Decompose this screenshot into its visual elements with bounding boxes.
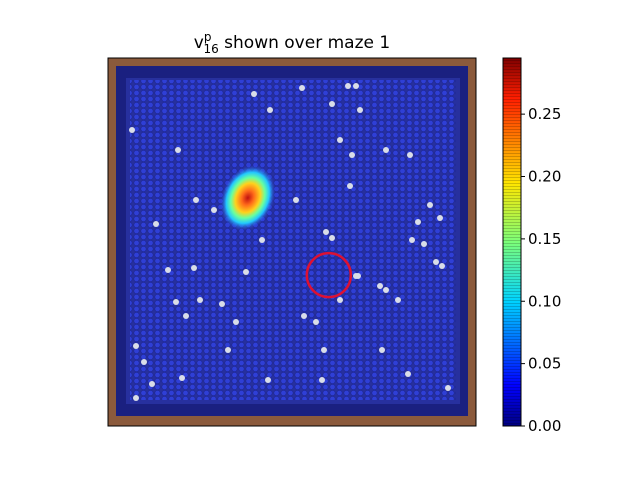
obstacle-cell bbox=[233, 319, 239, 325]
plot-frame bbox=[107, 57, 477, 427]
obstacle-cell bbox=[219, 301, 225, 307]
obstacle-cell bbox=[345, 83, 351, 89]
colorbar-tick-label: 0.10 bbox=[528, 292, 561, 310]
obstacle-cell bbox=[313, 319, 319, 325]
obstacle-cell bbox=[407, 152, 413, 158]
obstacle-cell bbox=[445, 385, 451, 391]
hex-grid bbox=[130, 80, 456, 400]
obstacle-cell bbox=[321, 347, 327, 353]
colorbar-tick-label: 0.00 bbox=[528, 417, 561, 435]
obstacle-cell bbox=[329, 235, 335, 241]
obstacle-cell bbox=[383, 287, 389, 293]
colorbar-ticks: 0.00 0.05 0.10 0.15 0.20 0.25 bbox=[521, 105, 561, 435]
obstacle-cell bbox=[149, 381, 155, 387]
obstacle-cell bbox=[439, 263, 445, 269]
obstacle-cell bbox=[347, 183, 353, 189]
obstacle-cell bbox=[129, 127, 135, 133]
obstacle-cell bbox=[357, 107, 363, 113]
obstacle-cell bbox=[349, 152, 355, 158]
obstacle-cell bbox=[211, 207, 217, 213]
hotspot-peak bbox=[220, 165, 276, 231]
obstacle-cell bbox=[405, 371, 411, 377]
obstacle-cell bbox=[437, 215, 443, 221]
chart-title: vp 16 shown over maze 1 bbox=[194, 30, 390, 56]
obstacle-cell bbox=[319, 377, 325, 383]
colorbar-tick-label: 0.15 bbox=[528, 230, 561, 248]
obstacle-cell bbox=[355, 273, 361, 279]
obstacle-cell bbox=[175, 147, 181, 153]
obstacle-cell bbox=[191, 265, 197, 271]
colorbar-frame bbox=[502, 57, 522, 427]
obstacle-cell bbox=[293, 197, 299, 203]
obstacle-cell bbox=[133, 395, 139, 401]
colorbar-tick-label: 0.20 bbox=[528, 168, 561, 186]
obstacle-cell bbox=[133, 343, 139, 349]
obstacle-cell bbox=[337, 297, 343, 303]
obstacle-cell bbox=[427, 202, 433, 208]
obstacle-cell bbox=[265, 377, 271, 383]
obstacle-cell bbox=[267, 107, 273, 113]
obstacle-cell bbox=[433, 259, 439, 265]
obstacle-cell bbox=[165, 267, 171, 273]
colorbar: 0.00 0.05 0.10 0.15 0.20 0.25 bbox=[502, 57, 561, 435]
obstacle-cell bbox=[329, 101, 335, 107]
obstacle-cell bbox=[353, 83, 359, 89]
obstacle-cell bbox=[421, 241, 427, 247]
obstacle-cell bbox=[379, 347, 385, 353]
obstacle-cell bbox=[183, 313, 189, 319]
obstacle-cell bbox=[197, 297, 203, 303]
obstacle-cell bbox=[251, 91, 257, 97]
obstacle-cell bbox=[409, 237, 415, 243]
obstacle-cell bbox=[141, 359, 147, 365]
obstacle-cell bbox=[415, 219, 421, 225]
obstacle-cell bbox=[193, 197, 199, 203]
obstacle-cell bbox=[301, 313, 307, 319]
obstacle-cell bbox=[323, 229, 329, 235]
obstacle-cell bbox=[225, 347, 231, 353]
obstacle-cell bbox=[299, 85, 305, 91]
colorbar-tick-label: 0.05 bbox=[528, 355, 561, 373]
obstacle-cell bbox=[179, 375, 185, 381]
obstacle-cell bbox=[259, 237, 265, 243]
obstacle-cell bbox=[383, 147, 389, 153]
obstacle-cell bbox=[173, 299, 179, 305]
colorbar-stripes bbox=[503, 58, 521, 426]
obstacle-cell bbox=[243, 269, 249, 275]
obstacle-cell bbox=[153, 221, 159, 227]
obstacle-cell bbox=[377, 283, 383, 289]
position-marker bbox=[305, 251, 353, 299]
colorbar-tick-label: 0.25 bbox=[528, 105, 561, 123]
obstacle-cell bbox=[395, 297, 401, 303]
obstacle-cell bbox=[337, 137, 343, 143]
plot-area bbox=[107, 57, 477, 427]
obstacle-cells bbox=[129, 83, 451, 401]
